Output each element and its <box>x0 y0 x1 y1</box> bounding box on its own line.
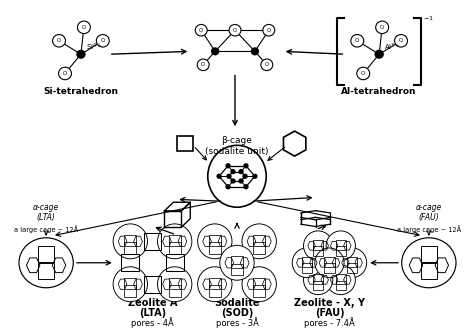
Text: Al-tetrahedron: Al-tetrahedron <box>341 87 417 96</box>
Text: β-cage
(sodalite unit): β-cage (sodalite unit) <box>205 136 269 156</box>
Text: Zeolite A: Zeolite A <box>128 298 177 308</box>
Bar <box>177 136 193 151</box>
Text: O: O <box>63 71 67 76</box>
Text: a large cage ~ 12Å: a large cage ~ 12Å <box>14 225 78 233</box>
Ellipse shape <box>113 224 147 259</box>
Text: α-cage
(LTA): α-cage (LTA) <box>33 203 59 222</box>
Circle shape <box>231 179 235 183</box>
Circle shape <box>96 35 109 47</box>
Circle shape <box>231 170 235 174</box>
Circle shape <box>244 185 248 189</box>
Circle shape <box>212 48 219 55</box>
Circle shape <box>226 185 230 189</box>
Circle shape <box>376 21 389 34</box>
Circle shape <box>244 164 248 168</box>
Circle shape <box>77 50 85 58</box>
Circle shape <box>253 174 257 178</box>
Circle shape <box>227 174 231 178</box>
Circle shape <box>351 35 364 47</box>
Text: Sodalite: Sodalite <box>214 298 260 308</box>
Circle shape <box>53 35 65 47</box>
Circle shape <box>263 24 275 36</box>
Ellipse shape <box>157 224 192 259</box>
Ellipse shape <box>113 267 147 302</box>
Ellipse shape <box>326 231 356 261</box>
Text: O: O <box>380 25 384 30</box>
Text: O: O <box>264 62 269 67</box>
Ellipse shape <box>402 238 456 288</box>
Circle shape <box>239 170 243 174</box>
Text: O: O <box>199 28 203 33</box>
Circle shape <box>217 174 221 178</box>
Text: Si$^{4+}$: Si$^{4+}$ <box>86 42 102 53</box>
Ellipse shape <box>220 245 254 280</box>
Text: O: O <box>355 38 359 43</box>
Circle shape <box>357 67 370 80</box>
Text: pores - 3Å: pores - 3Å <box>216 317 258 328</box>
Circle shape <box>229 24 241 36</box>
Ellipse shape <box>242 224 276 259</box>
Text: O: O <box>267 28 271 33</box>
Ellipse shape <box>198 267 232 302</box>
Text: O: O <box>361 71 365 76</box>
Text: α-cage
(FAU): α-cage (FAU) <box>416 203 442 222</box>
Text: Al$^{3+}$: Al$^{3+}$ <box>384 42 401 53</box>
Text: O: O <box>100 38 105 43</box>
Text: O: O <box>57 38 61 43</box>
Circle shape <box>239 179 243 183</box>
Text: Zeolite - X, Y: Zeolite - X, Y <box>294 298 365 308</box>
Circle shape <box>251 48 258 55</box>
Circle shape <box>77 21 91 34</box>
Ellipse shape <box>19 238 73 288</box>
Circle shape <box>197 59 209 71</box>
Text: $^{-1}$: $^{-1}$ <box>423 16 434 25</box>
Ellipse shape <box>303 265 333 295</box>
Ellipse shape <box>242 267 276 302</box>
Text: O: O <box>233 28 237 33</box>
Text: Si-tetrahedron: Si-tetrahedron <box>44 87 118 96</box>
Circle shape <box>243 174 247 178</box>
Circle shape <box>261 59 273 71</box>
Text: pores - 7.4Å: pores - 7.4Å <box>304 317 355 328</box>
Ellipse shape <box>315 248 344 278</box>
Circle shape <box>226 164 230 168</box>
Text: (FAU): (FAU) <box>315 308 344 318</box>
Text: a large cage ~ 12Å: a large cage ~ 12Å <box>397 225 461 233</box>
Text: O: O <box>82 25 86 30</box>
Ellipse shape <box>157 267 192 302</box>
Circle shape <box>59 67 72 80</box>
Circle shape <box>394 35 408 47</box>
Ellipse shape <box>303 231 333 261</box>
Ellipse shape <box>337 248 367 278</box>
Text: O: O <box>399 38 403 43</box>
Text: (LTA): (LTA) <box>139 308 166 318</box>
Text: pores - 4Å: pores - 4Å <box>131 317 174 328</box>
Text: O: O <box>201 62 205 67</box>
Circle shape <box>195 24 207 36</box>
Text: (SOD): (SOD) <box>221 308 253 318</box>
Ellipse shape <box>198 224 232 259</box>
Ellipse shape <box>326 265 356 295</box>
Ellipse shape <box>292 248 321 278</box>
Circle shape <box>375 50 383 58</box>
